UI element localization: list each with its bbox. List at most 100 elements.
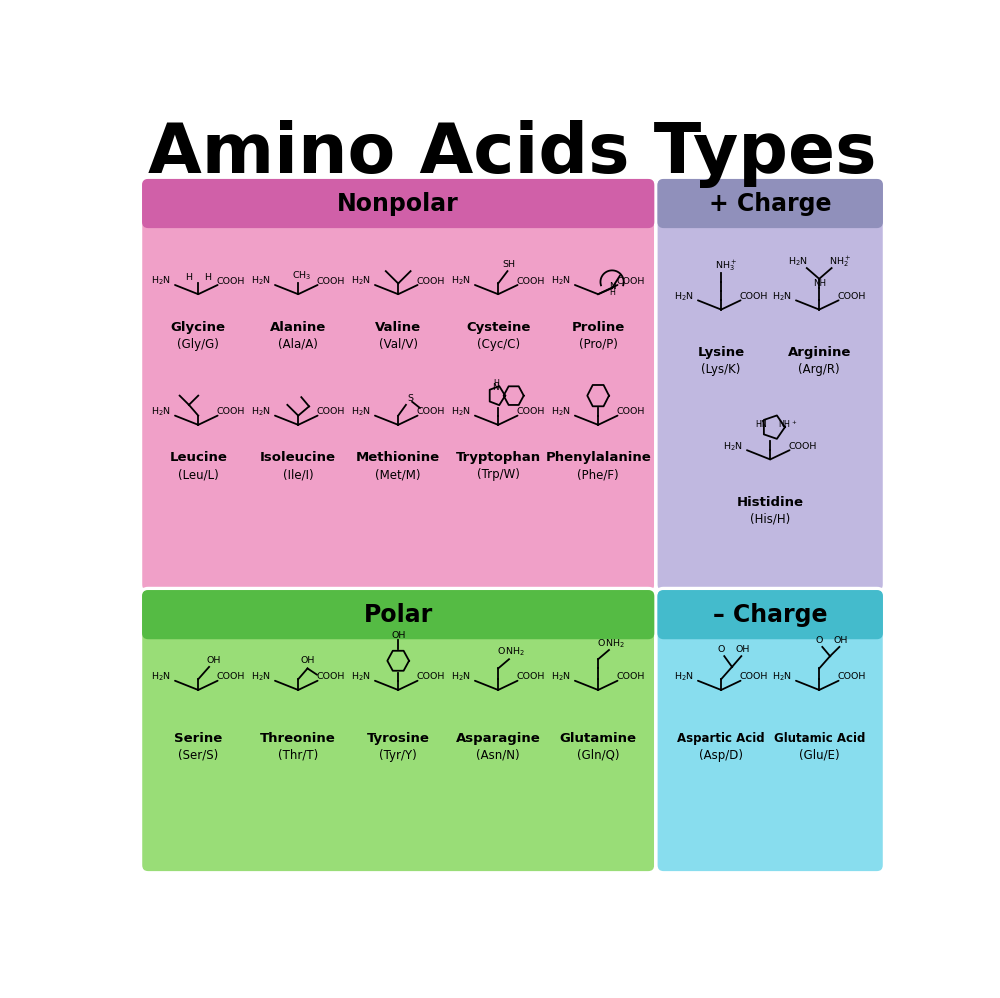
Text: Glutamic Acid: Glutamic Acid	[774, 732, 865, 745]
Text: COOH: COOH	[217, 276, 245, 285]
Text: COOH: COOH	[417, 407, 445, 416]
Text: $\mathregular{H_2N}$: $\mathregular{H_2N}$	[251, 405, 271, 418]
Text: $\mathregular{H_2N}$: $\mathregular{H_2N}$	[351, 274, 371, 287]
Text: (Ala/A): (Ala/A)	[278, 337, 318, 350]
Text: H: H	[493, 379, 499, 388]
Text: $\mathregular{H_2N}$: $\mathregular{H_2N}$	[551, 274, 571, 287]
FancyBboxPatch shape	[656, 589, 885, 873]
Text: Leucine: Leucine	[169, 451, 227, 464]
Text: $\mathregular{H_2N}$: $\mathregular{H_2N}$	[674, 290, 694, 302]
Text: COOH: COOH	[789, 442, 817, 451]
Text: COOH: COOH	[217, 673, 245, 682]
Text: (Gln/Q): (Gln/Q)	[577, 748, 619, 761]
FancyBboxPatch shape	[140, 589, 656, 873]
Text: S: S	[408, 394, 414, 403]
Text: Tryptophan: Tryptophan	[456, 451, 541, 464]
Text: $\mathregular{NH_3^+}$: $\mathregular{NH_3^+}$	[715, 258, 737, 273]
FancyBboxPatch shape	[657, 179, 883, 229]
Text: Valine: Valine	[375, 320, 421, 333]
Text: OH: OH	[300, 657, 315, 666]
Text: Aspartic Acid: Aspartic Acid	[677, 732, 765, 745]
Text: $\mathregular{H_2N}$: $\mathregular{H_2N}$	[674, 671, 694, 684]
Text: SH: SH	[503, 260, 516, 269]
Text: HN: HN	[755, 419, 767, 428]
FancyBboxPatch shape	[142, 590, 654, 640]
Text: H: H	[204, 272, 211, 281]
Text: $\mathregular{H_2N}$: $\mathregular{H_2N}$	[451, 405, 471, 418]
FancyBboxPatch shape	[657, 590, 883, 640]
Text: $\mathregular{H_2N}$: $\mathregular{H_2N}$	[251, 671, 271, 684]
Text: OH: OH	[834, 637, 848, 646]
Text: (Gly/G): (Gly/G)	[177, 337, 219, 350]
Text: OH: OH	[736, 646, 750, 655]
Text: (Ser/S): (Ser/S)	[178, 748, 218, 761]
Text: COOH: COOH	[417, 673, 445, 682]
Text: OH: OH	[207, 657, 221, 666]
Text: Alanine: Alanine	[270, 320, 326, 333]
Text: $\mathregular{CH_3}$: $\mathregular{CH_3}$	[292, 269, 311, 282]
Text: COOH: COOH	[217, 407, 245, 416]
FancyBboxPatch shape	[140, 178, 656, 593]
Text: $\mathregular{NH_2^+}$: $\mathregular{NH_2^+}$	[829, 254, 851, 269]
Text: $\mathregular{H_2N}$: $\mathregular{H_2N}$	[788, 255, 808, 268]
Text: $\mathregular{NH_2}$: $\mathregular{NH_2}$	[505, 646, 525, 658]
Text: COOH: COOH	[317, 673, 345, 682]
Text: COOH: COOH	[616, 276, 645, 285]
Text: $\mathregular{H_2N}$: $\mathregular{H_2N}$	[772, 671, 792, 684]
Text: Amino Acids Types: Amino Acids Types	[148, 121, 877, 189]
Text: $\mathregular{H_2N}$: $\mathregular{H_2N}$	[351, 671, 371, 684]
Text: COOH: COOH	[317, 407, 345, 416]
FancyBboxPatch shape	[656, 178, 885, 593]
Text: COOH: COOH	[517, 673, 545, 682]
Text: Polar: Polar	[364, 603, 433, 627]
Text: COOH: COOH	[838, 292, 866, 301]
Text: (Leu/L): (Leu/L)	[178, 468, 219, 481]
Text: $\mathregular{H_2N}$: $\mathregular{H_2N}$	[551, 405, 571, 418]
Text: NH: NH	[813, 279, 826, 288]
Text: COOH: COOH	[838, 673, 866, 682]
Text: COOH: COOH	[517, 276, 545, 285]
Text: $\mathregular{H_2N}$: $\mathregular{H_2N}$	[772, 290, 792, 302]
Text: Isoleucine: Isoleucine	[260, 451, 336, 464]
Text: Phenylalanine: Phenylalanine	[545, 451, 651, 464]
Text: H: H	[185, 272, 192, 281]
Text: Glutamine: Glutamine	[560, 732, 637, 745]
Text: $\mathregular{H_2N}$: $\mathregular{H_2N}$	[723, 440, 743, 453]
Text: (Pro/P): (Pro/P)	[579, 337, 618, 350]
Text: Tyrosine: Tyrosine	[367, 732, 430, 745]
Text: (His/H): (His/H)	[750, 513, 790, 526]
Text: O: O	[498, 647, 505, 656]
Text: $\mathregular{H_2N}$: $\mathregular{H_2N}$	[451, 671, 471, 684]
Text: Methionine: Methionine	[356, 451, 440, 464]
Text: Threonine: Threonine	[260, 732, 336, 745]
Text: – Charge: – Charge	[713, 603, 827, 627]
Text: COOH: COOH	[616, 407, 645, 416]
Text: COOH: COOH	[740, 292, 768, 301]
Text: Lysine: Lysine	[698, 346, 745, 359]
Text: O: O	[816, 637, 823, 646]
Text: Asparagine: Asparagine	[456, 732, 541, 745]
Text: (Ile/I): (Ile/I)	[283, 468, 314, 481]
Text: + Charge: + Charge	[709, 192, 831, 216]
Text: COOH: COOH	[417, 276, 445, 285]
Text: (Asp/D): (Asp/D)	[699, 748, 743, 761]
Text: (Cyc/C): (Cyc/C)	[477, 337, 520, 350]
Text: Histidine: Histidine	[737, 496, 804, 509]
FancyBboxPatch shape	[142, 179, 654, 229]
Text: (Thr/T): (Thr/T)	[278, 748, 318, 761]
Text: (Tyr/Y): (Tyr/Y)	[379, 748, 417, 761]
Text: H: H	[609, 288, 615, 297]
Text: $\mathregular{NH^+}$: $\mathregular{NH^+}$	[778, 418, 797, 430]
Text: Serine: Serine	[174, 732, 222, 745]
Text: O: O	[717, 646, 725, 655]
Text: (Val/V): (Val/V)	[379, 337, 418, 350]
Text: COOH: COOH	[616, 673, 645, 682]
Text: OH: OH	[391, 631, 405, 640]
Text: (Arg/R): (Arg/R)	[798, 363, 840, 376]
Text: COOH: COOH	[317, 276, 345, 285]
Text: Proline: Proline	[572, 320, 625, 333]
Text: $\mathregular{H_2N}$: $\mathregular{H_2N}$	[451, 274, 471, 287]
Text: (Lys/K): (Lys/K)	[701, 363, 741, 376]
Text: $\mathregular{H_2N}$: $\mathregular{H_2N}$	[551, 671, 571, 684]
Text: $\mathregular{H_2N}$: $\mathregular{H_2N}$	[251, 274, 271, 287]
